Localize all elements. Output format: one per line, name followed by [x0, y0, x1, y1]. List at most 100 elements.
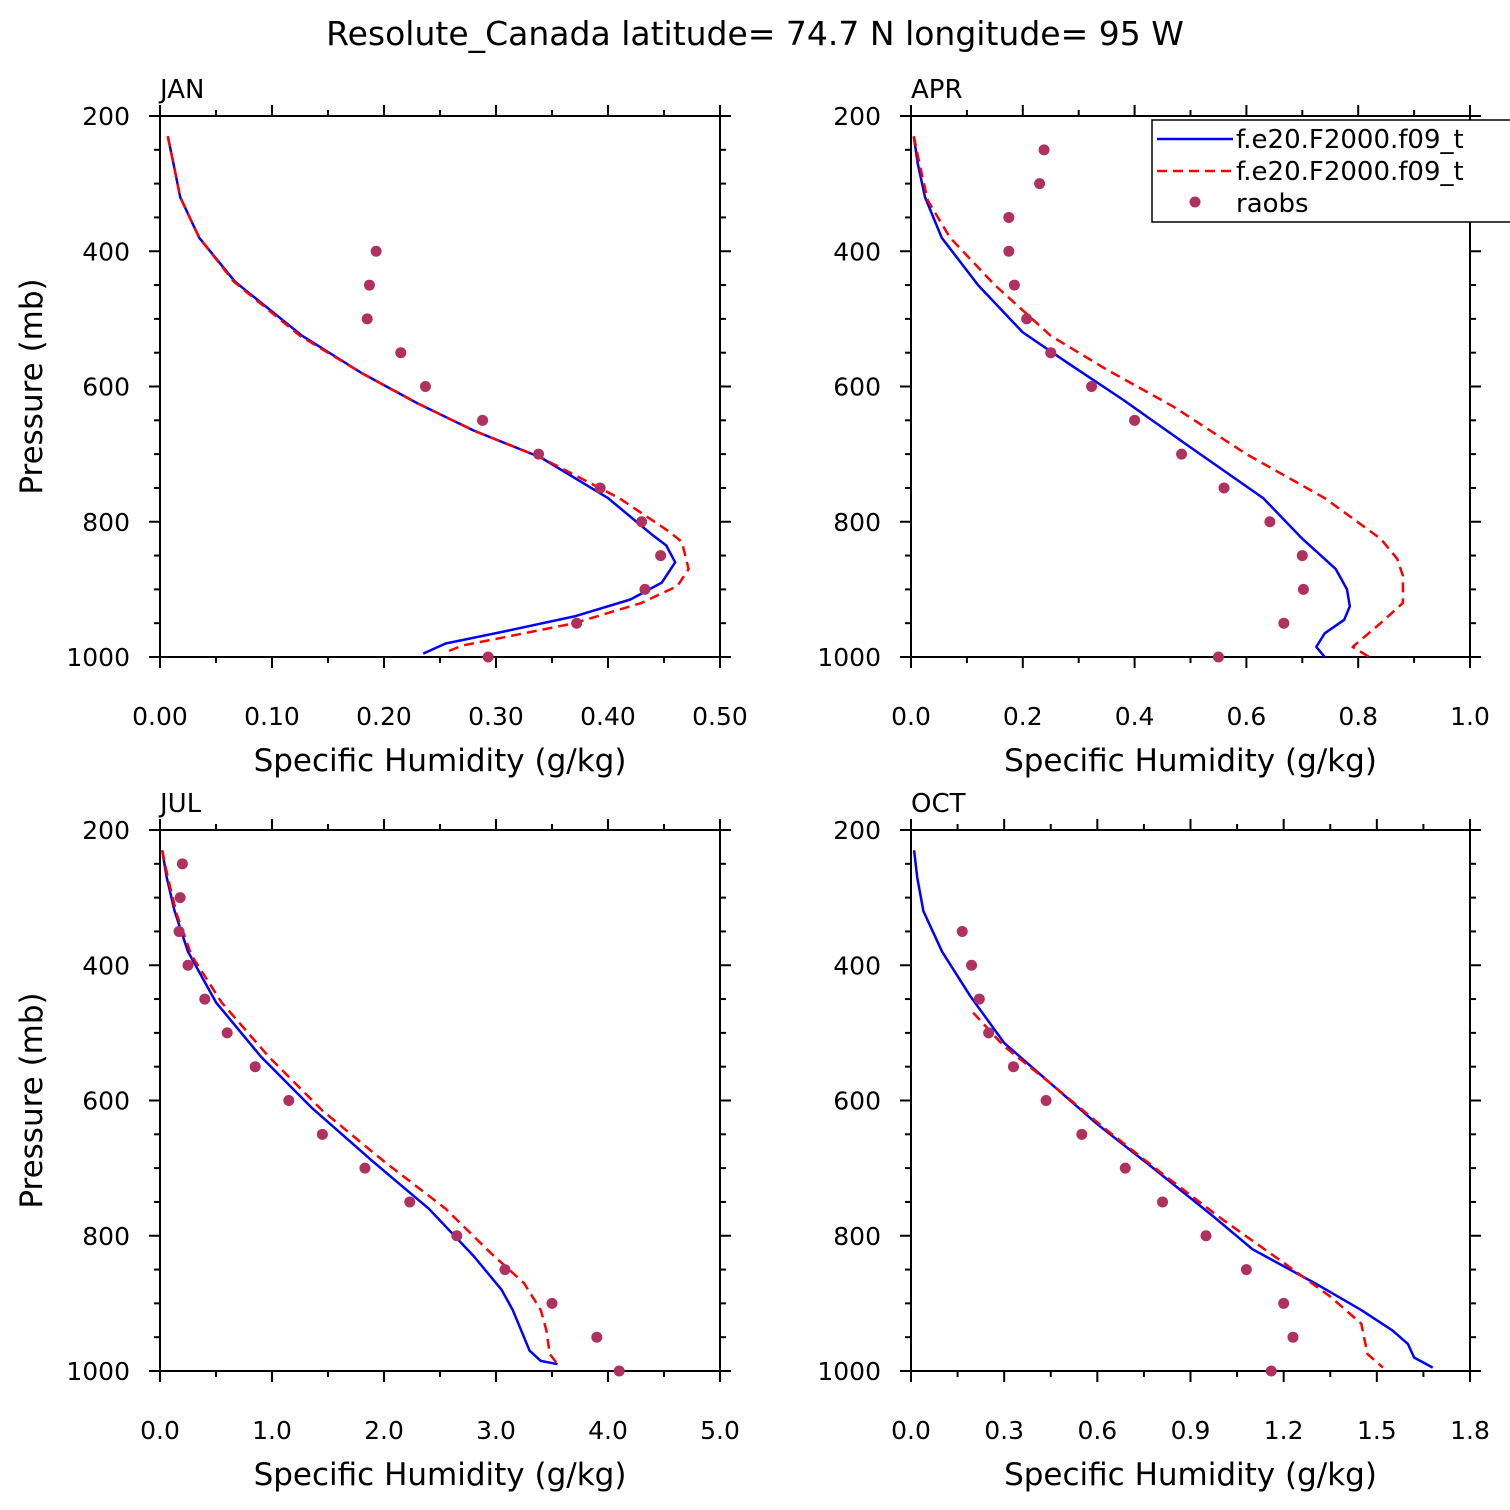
raobs-point [1086, 381, 1098, 392]
raobs-point [1040, 1095, 1052, 1106]
raobs-point [655, 550, 667, 562]
raobs-point [1034, 178, 1046, 190]
y-tick-label: 400 [82, 237, 130, 266]
x-tick-label: 1.2 [1264, 1416, 1304, 1445]
panel-month-label: APR [911, 75, 963, 105]
panel-month-label: JAN [158, 75, 204, 105]
raobs-point [1119, 1162, 1131, 1174]
raobs-point [482, 651, 494, 663]
x-tick-label: 3.0 [476, 1416, 516, 1445]
y-tick-label: 600 [833, 1087, 881, 1116]
x-tick-label: 0.3 [984, 1416, 1024, 1445]
x-tick-label: 0.50 [692, 702, 748, 731]
raobs-point [1278, 617, 1290, 629]
x-tick-label: 0.4 [1115, 702, 1155, 731]
y-tick-label: 200 [833, 102, 881, 131]
raobs-point [404, 1196, 416, 1208]
raobs-point [591, 1331, 603, 1343]
raobs-point [1176, 448, 1188, 460]
x-tick-label: 0.6 [1227, 702, 1267, 731]
raobs-point [395, 347, 407, 359]
raobs-point [594, 482, 606, 494]
raobs-point [182, 959, 194, 971]
y-tick-label: 1000 [817, 643, 881, 672]
panel-apr: 200 400 600 800 1000 0.0 0.2 0.4 0.6 0.8 1.0 APR Spe… [817, 75, 1490, 779]
x-tick-label: 0.9 [1171, 1416, 1211, 1445]
x-tick-label: 1.8 [1450, 1416, 1490, 1445]
x-tick-label: 0.10 [244, 702, 300, 731]
raobs-point [1003, 245, 1015, 257]
legend-label-1: f.e20.F2000.f09_t [1236, 125, 1464, 155]
y-tick-label: 200 [82, 816, 130, 845]
raobs-point [1021, 313, 1033, 325]
raobs-point [1200, 1230, 1212, 1242]
plot-frame [910, 829, 1471, 1372]
raobs-point [1296, 550, 1308, 562]
raobs-point [499, 1264, 511, 1276]
series-line-model_2 [972, 1011, 1384, 1369]
raobs-point [571, 617, 583, 629]
x-tick-label: 0.2 [1003, 702, 1043, 731]
x-tick-label: 0.30 [468, 702, 524, 731]
raobs-point [1287, 1331, 1299, 1343]
raobs-point [1240, 1264, 1252, 1276]
y-tick-label: 200 [833, 816, 881, 845]
panels: 200 400 600 800 1000 0.00 0.10 0.20 0.30 0.40 0.50… [14, 75, 1490, 1493]
raobs-point [533, 448, 545, 460]
series-line-model_1 [912, 136, 1352, 658]
panel-jan: 200 400 600 800 1000 0.00 0.10 0.20 0.30 0.40 0.50… [14, 75, 748, 779]
y-tick-label: 1000 [66, 643, 130, 672]
x-tick-label: 1.0 [252, 1416, 292, 1445]
raobs-point [956, 925, 968, 937]
raobs-point [363, 279, 375, 291]
x-tick-label: 1.0 [1450, 702, 1490, 731]
raobs-point [1008, 279, 1020, 291]
series-line-model_1 [160, 850, 558, 1366]
raobs-point [451, 1230, 463, 1242]
raobs-point [973, 993, 985, 1005]
raobs-point [419, 381, 431, 392]
x-tick-label: 2.0 [364, 1416, 404, 1445]
raobs-point [1038, 144, 1050, 156]
legend: f.e20.F2000.f09_t f.e20.F2000.f09_t raob… [1151, 119, 1510, 223]
panel-month-label: JUL [158, 789, 202, 819]
raobs-point [1007, 1061, 1019, 1073]
y-tick-label: 600 [833, 373, 881, 402]
x-tick-label: 4.0 [588, 1416, 628, 1445]
raobs-point [1265, 1365, 1277, 1377]
raobs-point [174, 892, 186, 904]
raobs-point [983, 1027, 995, 1039]
raobs-point [176, 858, 188, 870]
raobs-point [1157, 1196, 1169, 1208]
x-tick-label: 0.0 [140, 1416, 180, 1445]
raobs-point [1218, 482, 1230, 494]
raobs-point [1278, 1297, 1290, 1309]
y-tick-label: 800 [833, 508, 881, 537]
x-tick-label: 5.0 [700, 1416, 740, 1445]
raobs-point [966, 959, 978, 971]
raobs-point [1297, 583, 1309, 595]
raobs-point [1076, 1128, 1088, 1140]
x-axis-label: Specific Humidity (g/kg) [1004, 1457, 1377, 1493]
plot-frame [159, 829, 721, 1372]
x-tick-label: 0.0 [891, 702, 931, 731]
x-tick-label: 0.0 [891, 1416, 931, 1445]
y-tick-label: 400 [833, 237, 881, 266]
y-tick-label: 800 [833, 1222, 881, 1251]
raobs-point [361, 313, 373, 325]
figure-title: Resolute_Canada latitude= 74.7 N longitu… [326, 14, 1184, 53]
x-axis-label: Specific Humidity (g/kg) [1004, 743, 1377, 779]
y-tick-label: 1000 [817, 1357, 881, 1386]
y-tick-label: 1000 [66, 1357, 130, 1386]
y-tick-label: 400 [82, 951, 130, 980]
raobs-point [613, 1365, 625, 1377]
series-line-model_1 [912, 850, 1434, 1369]
raobs-point [283, 1095, 295, 1106]
raobs-point [1003, 211, 1015, 223]
panel-jul: 200 400 600 800 1000 0.0 1.0 2.0 3.0 4.0 5.0 JUL Spe… [14, 789, 740, 1493]
y-tick-label: 600 [82, 1087, 130, 1116]
raobs-point [221, 1027, 233, 1039]
x-tick-label: 0.6 [1077, 1416, 1117, 1445]
y-tick-label: 200 [82, 102, 130, 131]
